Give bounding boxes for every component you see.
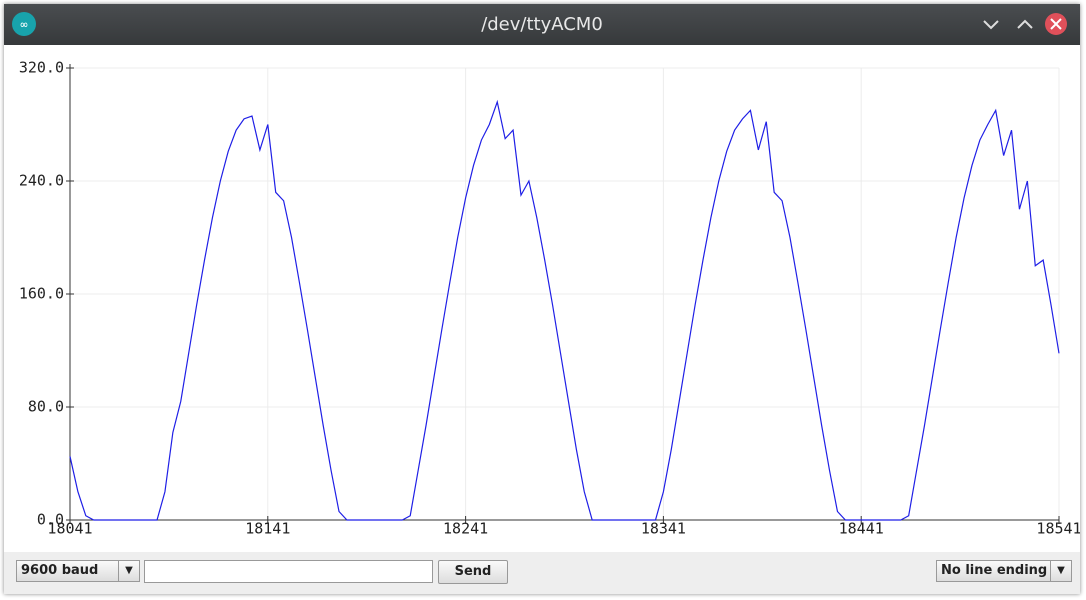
y-tick-label: 0.0	[37, 511, 64, 529]
x-tick-label: 18441	[839, 520, 884, 538]
app-icon: ∞	[12, 12, 36, 36]
x-tick-label: 18041	[47, 520, 92, 538]
window-title: /dev/ttyACM0	[481, 14, 603, 35]
x-tick-label: 18541	[1036, 520, 1080, 538]
y-tick-label: 160.0	[19, 285, 64, 303]
x-tick-label: 18341	[641, 520, 686, 538]
line-ending-label: No line ending	[941, 563, 1048, 578]
baud-select[interactable]: 9600 baud ▼	[16, 560, 140, 582]
data-line	[69, 99, 1060, 521]
baud-label: 9600 baud	[21, 563, 99, 578]
x-tick-label: 18141	[245, 520, 290, 538]
y-tick-label: 240.0	[19, 172, 64, 190]
title-bar: ∞ /dev/ttyACM0	[4, 4, 1080, 45]
y-tick-label: 320.0	[19, 59, 64, 77]
x-tick-label: 18241	[443, 520, 488, 538]
window: ∞ /dev/ttyACM0 0.0 80.0 160.0 240.0 320.0 180…	[4, 4, 1080, 594]
y-tick-label: 80.0	[28, 398, 64, 416]
plot: 0.0 80.0 160.0 240.0 320.0 18041 18141 18241 183…	[4, 45, 1080, 552]
window-buttons[interactable]	[980, 4, 1080, 45]
message-input[interactable]	[144, 560, 433, 583]
send-button[interactable]: Send	[438, 560, 508, 584]
svg-text:∞: ∞	[20, 18, 27, 32]
line-ending-select[interactable]: No line ending ▼	[936, 560, 1072, 582]
